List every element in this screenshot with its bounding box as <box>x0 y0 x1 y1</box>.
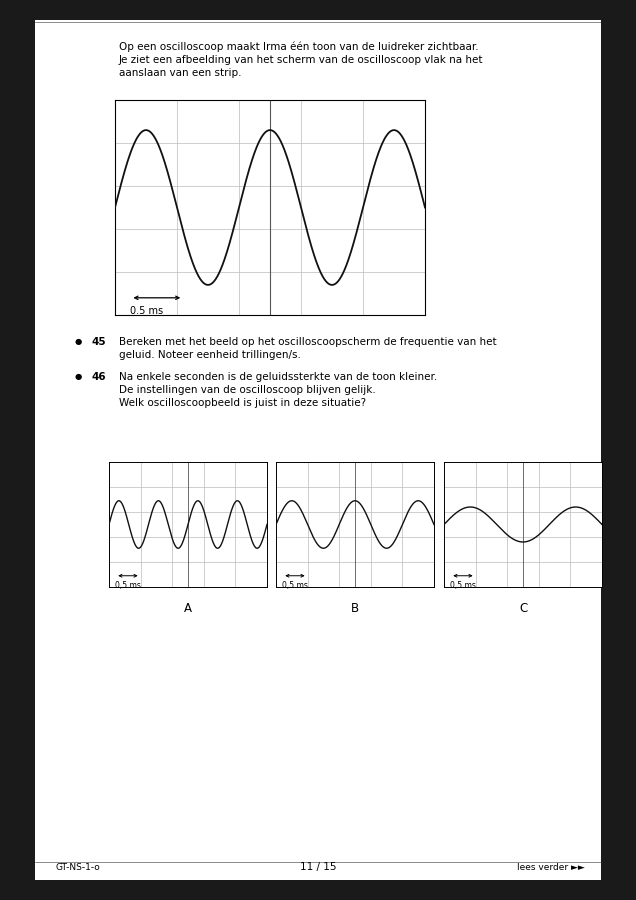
Text: 0.5 ms: 0.5 ms <box>130 306 163 317</box>
Text: Op een oscilloscoop maakt Irma één toon van de luidreker zichtbaar.: Op een oscilloscoop maakt Irma één toon … <box>119 42 479 52</box>
Text: 0,5 ms: 0,5 ms <box>282 580 308 590</box>
Text: aanslaan van een strip.: aanslaan van een strip. <box>119 68 242 78</box>
Text: Bereken met het beeld op het oscilloscoopscherm de frequentie van het: Bereken met het beeld op het oscilloscoo… <box>119 337 497 347</box>
Text: 46: 46 <box>91 372 106 382</box>
Text: C: C <box>519 602 527 615</box>
Text: 45: 45 <box>91 337 106 347</box>
FancyBboxPatch shape <box>35 20 601 880</box>
Text: ●: ● <box>75 337 82 346</box>
Text: B: B <box>351 602 359 615</box>
Text: lees verder ►►: lees verder ►► <box>517 863 585 872</box>
Text: Welk oscilloscoopbeeld is juist in deze situatie?: Welk oscilloscoopbeeld is juist in deze … <box>119 398 366 408</box>
Text: 11 / 15: 11 / 15 <box>300 862 336 872</box>
Text: GT-NS-1-o: GT-NS-1-o <box>55 863 100 872</box>
Text: 0,5 ms: 0,5 ms <box>115 580 141 590</box>
Text: De instellingen van de oscilloscoop blijven gelijk.: De instellingen van de oscilloscoop blij… <box>119 385 376 395</box>
Text: geluid. Noteer eenheid trillingen/s.: geluid. Noteer eenheid trillingen/s. <box>119 350 301 360</box>
Text: 0,5 ms: 0,5 ms <box>450 580 476 590</box>
Text: ●: ● <box>75 372 82 381</box>
Text: Je ziet een afbeelding van het scherm van de oscilloscoop vlak na het: Je ziet een afbeelding van het scherm va… <box>119 55 483 65</box>
Text: A: A <box>184 602 192 615</box>
Text: Na enkele seconden is de geluidssterkte van de toon kleiner.: Na enkele seconden is de geluidssterkte … <box>119 372 438 382</box>
